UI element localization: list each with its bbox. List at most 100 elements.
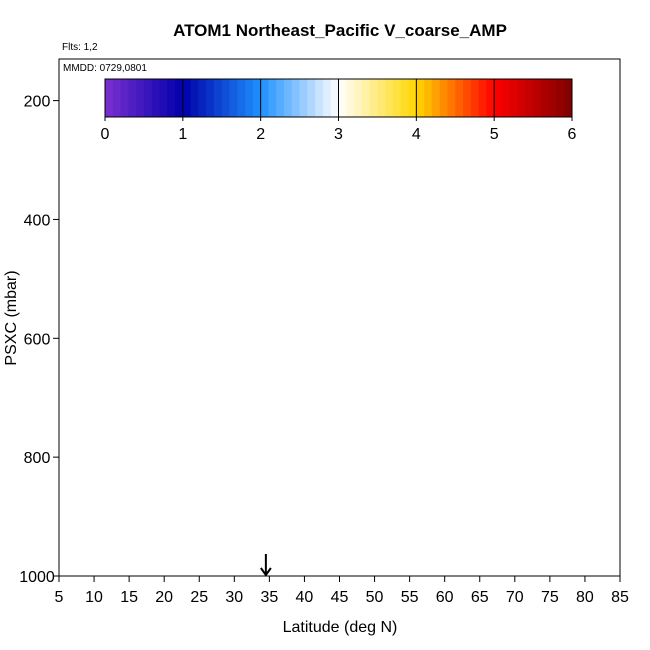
colorbar-swatch	[229, 79, 238, 117]
colorbar-swatch	[416, 79, 425, 117]
colorbar-swatch	[556, 79, 565, 117]
colorbar-tick-label: 3	[334, 126, 343, 143]
x-tick-label: 10	[85, 589, 103, 606]
colorbar-swatch	[377, 79, 386, 117]
colorbar-swatch	[112, 79, 122, 117]
x-tick-label: 20	[155, 589, 173, 606]
latitude-marker-arrow	[260, 554, 272, 577]
x-tick-label: 35	[260, 589, 278, 606]
flight-track-line	[61, 108, 576, 577]
colorbar-swatch	[315, 79, 324, 117]
x-tick-label: 40	[296, 589, 314, 606]
colorbar-swatch	[478, 79, 487, 117]
colorbar-swatch	[105, 79, 114, 117]
x-tick-label: 50	[366, 589, 384, 606]
colorbar-swatch	[354, 79, 363, 117]
colorbar-swatch	[322, 79, 332, 117]
colorbar-swatch	[268, 79, 277, 117]
colorbar-swatch	[245, 79, 254, 117]
x-tick-label: 30	[225, 589, 243, 606]
colorbar-swatch	[486, 79, 495, 117]
colorbar-swatch	[431, 79, 441, 117]
colorbar-swatch	[213, 79, 223, 117]
x-axis-label: Latitude (deg N)	[283, 619, 398, 636]
x-tick-label: 15	[120, 589, 138, 606]
colorbar-swatch	[136, 79, 145, 117]
colorbar-swatch	[260, 79, 269, 117]
colorbar-tick-label: 1	[178, 126, 187, 143]
colorbar-swatch	[439, 79, 448, 117]
colorbar-swatch	[190, 79, 199, 117]
x-tick-label: 65	[471, 589, 489, 606]
colorbar-swatch	[385, 79, 394, 117]
colorbar-swatch	[120, 79, 129, 117]
x-tick-label: 80	[576, 589, 594, 606]
y-tick-label: 400	[24, 212, 51, 229]
colorbar-swatch	[392, 79, 402, 117]
x-tick-label: 25	[190, 589, 208, 606]
colorbar-swatch	[182, 79, 192, 117]
x-axis: 5 10 15 20 25 30 35 40 45 50 55 60 65 70 75 80 85	[55, 576, 629, 606]
y-axis: 200 400 600 800 1000	[19, 94, 59, 586]
x-tick-label: 85	[611, 589, 629, 606]
colorbar-swatch	[533, 79, 542, 117]
colorbar-swatch	[299, 79, 308, 117]
colorbar-tick-label: 4	[412, 126, 421, 143]
colorbar-swatch	[175, 79, 184, 117]
colorbar-swatch	[206, 79, 215, 117]
colorbar-swatch	[548, 79, 557, 117]
x-tick-label: 55	[401, 589, 419, 606]
y-tick-label: 800	[24, 450, 51, 467]
colorbar-swatch	[455, 79, 464, 117]
colorbar-swatch	[307, 79, 316, 117]
x-tick-label: 45	[331, 589, 349, 606]
flight-track	[61, 108, 576, 577]
colorbar-swatch	[252, 79, 262, 117]
colorbar-swatch	[237, 79, 246, 117]
colorbar-tick-label: 5	[490, 126, 499, 143]
y-axis-label: PSXC (mbar)	[3, 270, 20, 365]
colorbar-tick-label: 2	[256, 126, 265, 143]
colorbar-swatch	[346, 79, 355, 117]
colorbar-swatch	[151, 79, 160, 117]
colorbar-swatch	[470, 79, 480, 117]
x-tick-label: 5	[55, 589, 64, 606]
colorbar-tick-label: 0	[101, 126, 110, 143]
colorbar-swatch	[540, 79, 550, 117]
colorbar-swatch	[408, 79, 417, 117]
colorbar-swatch	[291, 79, 301, 117]
colorbar-swatch	[447, 79, 456, 117]
y-tick-label: 1000	[19, 569, 55, 586]
colorbar-swatch	[221, 79, 231, 117]
colorbar-swatch	[276, 79, 285, 117]
colorbar-swatch	[128, 79, 137, 117]
flights-label: Flts: 1,2	[62, 42, 98, 53]
marker-head	[260, 567, 272, 577]
colorbar-swatch	[517, 79, 526, 117]
mmdd-label: MMDD: 0729,0801	[63, 63, 147, 74]
colorbar: 0 1 2 3 4 5 6	[101, 78, 577, 143]
colorbar-swatch	[494, 79, 503, 117]
y-tick-label: 600	[24, 331, 51, 348]
colorbar-swatch	[198, 79, 207, 117]
colorbar-swatch	[338, 79, 347, 117]
x-tick-label: 60	[436, 589, 454, 606]
chart-title: ATOM1 Northeast_Pacific V_coarse_AMP	[173, 21, 507, 40]
colorbar-swatch	[564, 79, 573, 117]
colorbar-swatch	[501, 79, 511, 117]
colorbar-swatch	[369, 79, 378, 117]
x-tick-label: 70	[506, 589, 524, 606]
colorbar-swatch	[463, 79, 472, 117]
colorbar-swatch	[424, 79, 433, 117]
colorbar-swatch	[509, 79, 519, 117]
y-tick-label: 200	[24, 94, 51, 111]
colorbar-swatch	[167, 79, 176, 117]
colorbar-tick-label: 6	[568, 126, 577, 143]
colorbar-swatch	[400, 79, 410, 117]
colorbar-swatch	[284, 79, 293, 117]
x-tick-label: 75	[541, 589, 559, 606]
colorbar-swatch	[159, 79, 168, 117]
colorbar-swatch	[143, 79, 153, 117]
colorbar-swatch	[525, 79, 534, 117]
